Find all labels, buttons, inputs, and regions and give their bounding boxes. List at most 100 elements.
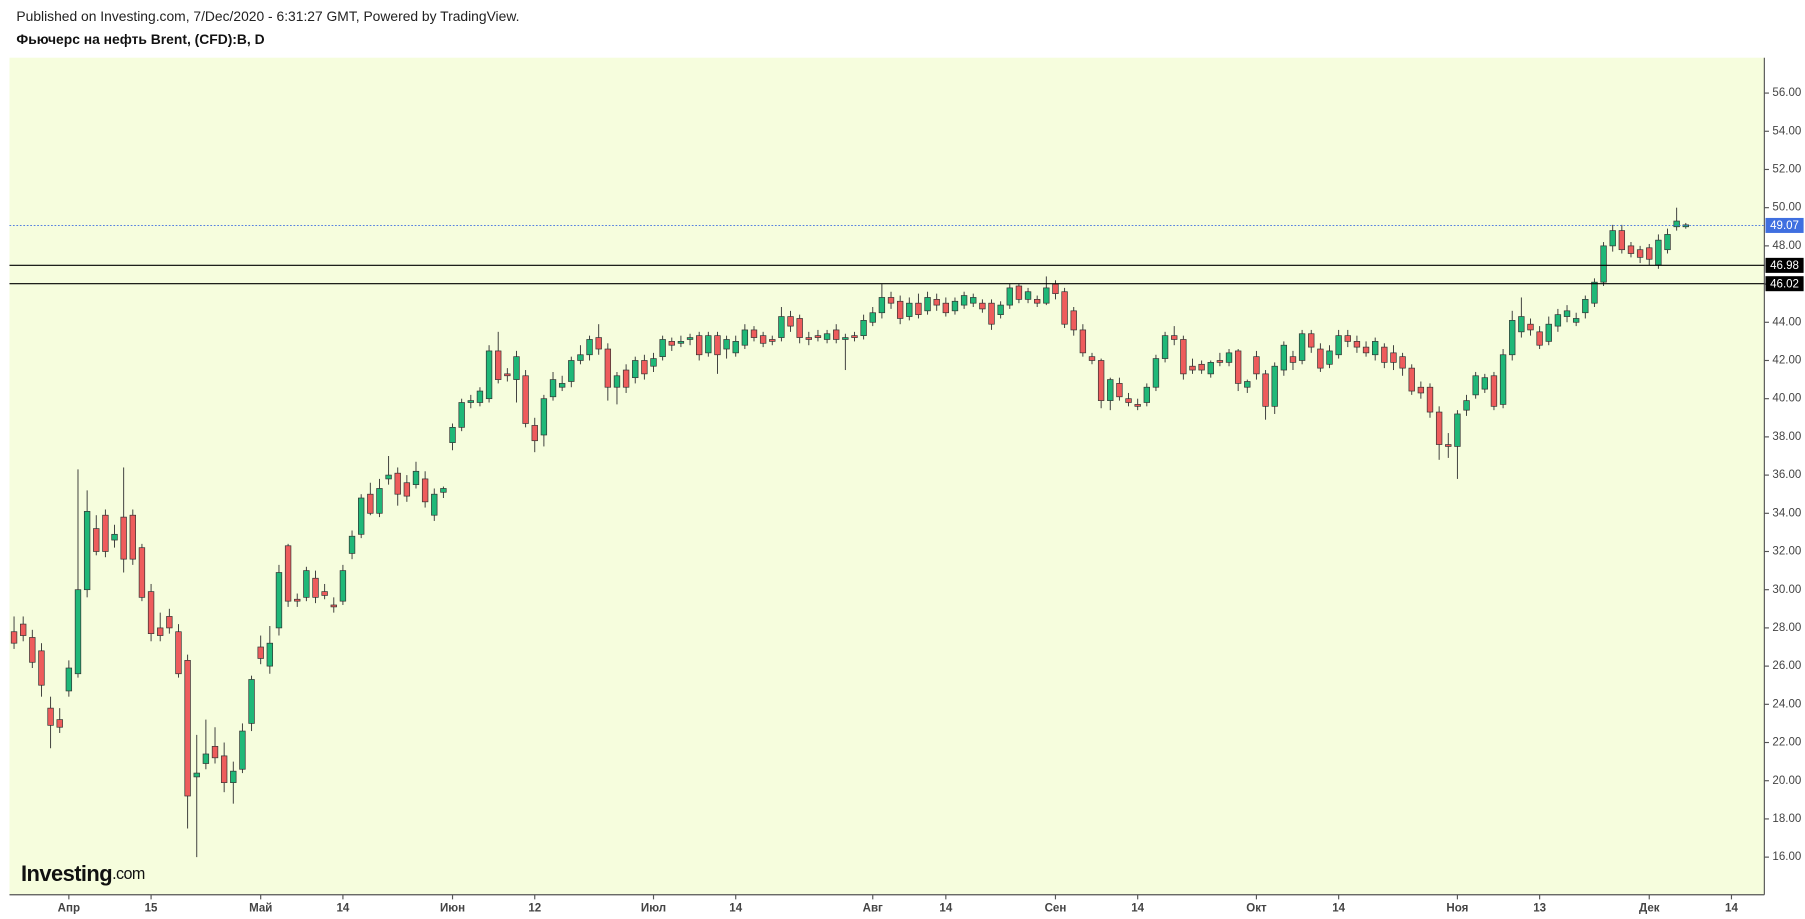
candle-body — [1326, 350, 1333, 365]
candle-body — [1097, 360, 1105, 401]
candle-body — [47, 707, 54, 726]
candle-body — [1445, 444, 1452, 447]
candle-body — [814, 335, 822, 338]
candle-body — [1244, 381, 1251, 388]
candle-body — [1435, 411, 1443, 445]
candle-body — [851, 335, 858, 338]
candle-body — [988, 302, 995, 325]
candle-body — [1408, 367, 1415, 392]
x-tick-label: Окт — [1246, 903, 1267, 915]
y-tick-label: 22.00 — [1772, 737, 1801, 749]
candle-body — [696, 335, 703, 356]
candle-body — [741, 329, 749, 346]
candle-body — [915, 302, 922, 315]
candle-body — [175, 631, 182, 675]
candle-body — [220, 755, 228, 783]
y-tick-label: 42.00 — [1772, 355, 1801, 367]
candle-body — [705, 335, 712, 354]
y-tick-label: 56.00 — [1772, 87, 1801, 99]
candle-body — [1225, 352, 1233, 363]
candle-body — [668, 341, 675, 346]
candle-body — [339, 570, 347, 602]
candle-body — [83, 511, 91, 591]
candle-body — [1417, 386, 1425, 394]
candle-body — [275, 572, 283, 629]
candle-body — [896, 300, 904, 319]
candle-body — [1381, 346, 1388, 363]
candle-body — [549, 379, 557, 398]
candle-body — [1006, 287, 1013, 306]
candle-body — [1673, 220, 1680, 228]
x-tick-label: 14 — [939, 903, 952, 915]
candle-body — [1335, 335, 1342, 356]
candle-body — [1591, 281, 1598, 304]
candle-body — [787, 316, 794, 327]
candle-body — [513, 356, 520, 380]
y-tick-label: 20.00 — [1772, 775, 1801, 787]
plot-area — [9, 57, 1765, 895]
candle-body — [1481, 377, 1488, 390]
candle-body — [1298, 333, 1306, 361]
y-tick-label: 34.00 — [1772, 507, 1801, 519]
x-tick-label: Июл — [641, 903, 666, 915]
candle-body — [1664, 234, 1671, 251]
candle-body — [1061, 291, 1068, 325]
candle-body — [586, 339, 593, 356]
candle-body — [942, 302, 950, 314]
candle-body — [202, 753, 210, 764]
candle-body — [641, 360, 648, 375]
candle-body — [1582, 299, 1589, 314]
price-level-label: 46.98 — [1770, 260, 1799, 272]
x-tick-label: Июн — [440, 903, 465, 915]
candle-body — [1289, 356, 1297, 363]
candle-body — [166, 616, 173, 629]
y-tick-label: 32.00 — [1772, 546, 1801, 558]
candle-body — [1143, 386, 1150, 403]
candle-body — [1463, 400, 1470, 411]
candle-body — [878, 297, 886, 314]
x-tick-label: Сен — [1045, 903, 1067, 915]
price-level-badge — [1765, 276, 1804, 292]
candle-body — [796, 318, 803, 338]
candle-body — [1125, 398, 1132, 403]
candle-body — [1545, 323, 1552, 342]
candle-body — [120, 516, 127, 560]
candle-body — [732, 341, 739, 354]
candle-body — [1636, 249, 1644, 258]
y-tick-label: 38.00 — [1772, 431, 1801, 443]
price-level-label: 49.07 — [1770, 220, 1799, 232]
candle-body — [842, 337, 849, 340]
candle-body — [960, 295, 968, 306]
candle-body — [970, 297, 977, 304]
candle-body — [485, 350, 493, 400]
candle-body — [1527, 323, 1534, 331]
candle-body — [1207, 362, 1214, 375]
candle-body — [1079, 329, 1087, 354]
candle-body — [1655, 239, 1662, 266]
candle-body — [759, 335, 767, 344]
candle-body — [1024, 291, 1032, 300]
candle-body — [1399, 356, 1406, 369]
x-tick-label: Дек — [1639, 903, 1660, 915]
x-tick-label: Ноя — [1446, 903, 1468, 915]
candle-body — [102, 514, 109, 552]
candle-body — [823, 333, 831, 340]
candle-body — [1308, 333, 1315, 348]
candle-body — [1563, 310, 1571, 317]
candle-body — [157, 627, 164, 636]
candle-body — [358, 497, 365, 535]
candle-body — [1171, 335, 1178, 340]
candle-body — [887, 297, 895, 304]
candle-body — [1189, 365, 1196, 371]
logo-suffix: .com — [112, 865, 145, 883]
x-tick-label: 14 — [729, 903, 742, 915]
x-tick-label: 14 — [1725, 903, 1738, 915]
candle-body — [93, 528, 100, 552]
candle-body — [248, 679, 255, 724]
candle-body — [1618, 230, 1626, 251]
candle-body — [860, 320, 867, 336]
candle-body — [284, 545, 292, 602]
x-tick-label: Авг — [863, 903, 883, 915]
candle-body — [924, 297, 931, 312]
candle-body — [531, 425, 538, 442]
